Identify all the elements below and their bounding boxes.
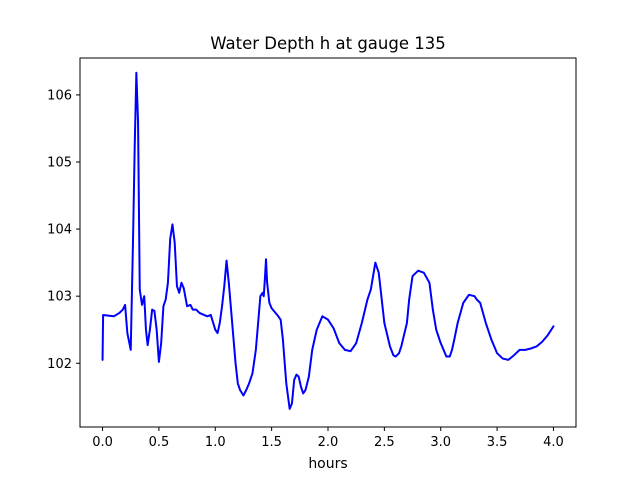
x-tick-label: 2.5	[374, 435, 395, 450]
y-tick-label: 104	[47, 223, 72, 238]
y-tick-label: 103	[47, 290, 72, 305]
y-axis-ticks: 102 103 104 105 106	[47, 88, 80, 372]
x-tick-label: 0.5	[149, 435, 170, 450]
x-tick-label: 1.0	[205, 435, 226, 450]
x-axis-label: hours	[308, 456, 347, 472]
x-tick-label: 0.0	[92, 435, 113, 450]
plot-background	[80, 58, 576, 427]
x-tick-label: 3.0	[430, 435, 451, 450]
y-tick-label: 106	[47, 88, 72, 103]
series-line	[101, 71, 555, 410]
chart-title: Water Depth h at gauge 135	[210, 34, 445, 53]
x-axis-ticks: 0.0 0.5 1.0 1.5 2.0 2.5 3.0 3.5 4.0	[92, 427, 564, 450]
x-tick-label: 1.5	[261, 435, 282, 450]
y-tick-label: 105	[47, 155, 72, 170]
y-tick-label: 102	[47, 357, 72, 372]
x-tick-label: 4.0	[543, 435, 564, 450]
plot-area	[79, 57, 577, 428]
x-tick-label: 3.5	[487, 435, 508, 450]
x-tick-label: 2.0	[318, 435, 339, 450]
